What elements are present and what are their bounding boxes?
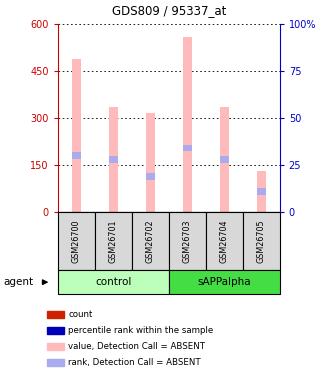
Text: GSM26704: GSM26704: [220, 219, 229, 262]
Text: GSM26705: GSM26705: [257, 219, 266, 263]
Bar: [169, 212, 206, 270]
Text: value, Detection Call = ABSENT: value, Detection Call = ABSENT: [68, 342, 205, 351]
Bar: [146, 173, 155, 180]
Bar: [257, 188, 266, 195]
Bar: [109, 156, 118, 163]
Bar: [257, 171, 266, 212]
Bar: [47, 311, 64, 318]
Bar: [169, 270, 280, 294]
Bar: [47, 360, 64, 366]
Text: GSM26700: GSM26700: [72, 219, 81, 262]
Text: count: count: [68, 310, 93, 319]
Bar: [220, 156, 229, 163]
Text: rank, Detection Call = ABSENT: rank, Detection Call = ABSENT: [68, 358, 201, 368]
Bar: [132, 212, 169, 270]
Bar: [220, 107, 229, 212]
Text: GSM26701: GSM26701: [109, 219, 118, 262]
Text: agent: agent: [3, 277, 33, 287]
Bar: [72, 59, 81, 212]
Text: percentile rank within the sample: percentile rank within the sample: [68, 326, 213, 335]
Bar: [109, 107, 118, 212]
Text: GSM26703: GSM26703: [183, 219, 192, 262]
Bar: [183, 145, 192, 152]
Bar: [58, 212, 95, 270]
Text: GSM26702: GSM26702: [146, 219, 155, 263]
Bar: [146, 113, 155, 212]
Bar: [95, 212, 132, 270]
Bar: [47, 327, 64, 334]
Bar: [72, 152, 81, 159]
Text: GDS809 / 95337_at: GDS809 / 95337_at: [112, 4, 226, 17]
Text: sAPPalpha: sAPPalpha: [197, 277, 251, 287]
Bar: [206, 212, 243, 270]
Bar: [58, 270, 169, 294]
Bar: [183, 37, 192, 212]
Bar: [47, 343, 64, 350]
Bar: [243, 212, 280, 270]
Text: control: control: [95, 277, 131, 287]
